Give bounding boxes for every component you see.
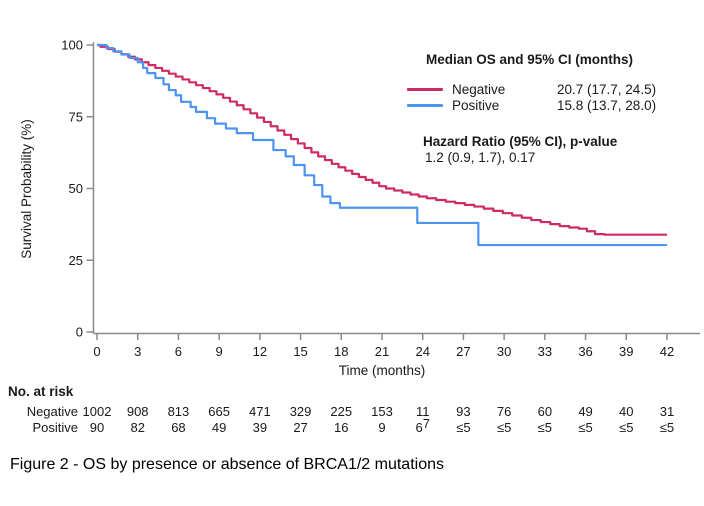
y-tick-label: 0 [76,325,83,340]
risk-table-title: No. at risk [8,384,74,399]
risk-cell: 16 [334,420,349,435]
legend-entry-label: Positive [452,97,500,113]
legend-title: Median OS and 95% CI (months) [426,52,634,67]
legend-entry-positive: Positive 15.8 (13.7, 28.0) [404,98,696,114]
x-tick-label: 6 [175,344,182,359]
x-tick-label: 39 [619,344,633,359]
risk-cell: 82 [130,420,145,435]
risk-cell: ≤5 [619,420,634,435]
risk-cell: 49 [211,420,227,435]
risk-cell: 93 [456,404,471,419]
risk-cell: 60 [537,404,553,419]
risk-cell: 68 [171,420,186,435]
risk-cell: 49 [578,404,593,419]
risk-cell: 471 [248,404,271,419]
risk-cell: 67 [415,416,430,435]
risk-cell: 31 [659,404,675,419]
x-tick-label: 3 [134,344,141,359]
risk-cell: ≤5 [456,420,471,435]
risk-row-label-positive: Positive [32,420,78,435]
legend-entry-negative: Negative 20.7 (17.7, 24.5) [404,82,696,98]
hazard-ratio-title: Hazard Ratio (95% CI), p-value [423,134,618,149]
risk-cell: ≤5 [496,420,512,435]
x-tick-label: 18 [334,344,348,359]
risk-cell: 225 [330,404,353,419]
legend-line-swatch [407,103,443,107]
figure-caption: Figure 2 - OS by presence or absence of … [10,456,444,473]
x-tick-label: 15 [293,344,307,359]
risk-cell: ≤5 [659,420,675,435]
risk-cell: ≤5 [578,420,593,435]
y-tick-label: 25 [69,253,83,268]
x-axis-title: Time (months) [339,363,426,378]
risk-cell: 76 [496,404,512,419]
risk-cell: 40 [619,404,634,419]
y-tick-label: 50 [69,181,83,196]
x-tick-label: 33 [538,344,552,359]
legend: Median OS and 95% CI (months) Negative 20… [404,52,696,165]
risk-cell: 153 [371,404,393,419]
x-tick-label: 12 [253,344,267,359]
legend-entry-label: Negative [452,82,506,97]
km-plot: 0 3 6 9 12 15 18 21 24 27 30 33 36 39 420255075100Time… [19,38,700,378]
risk-cell: 90 [89,420,105,435]
risk-cell: 908 [126,404,149,419]
risk-cell: 813 [167,404,190,419]
legend-entry-value: 15.8 (13.7, 28.0) [557,97,657,113]
risk-cell-raised-digit: 7 [422,416,430,431]
x-tick-label: 42 [660,344,674,359]
risk-cell: 11 [415,404,430,419]
risk-cell: ≤5 [537,420,553,435]
risk-cell: 39 [252,420,268,435]
y-tick-label: 75 [69,109,83,124]
x-tick-label: 36 [578,344,592,359]
risk-cell: 665 [208,404,230,419]
legend-rows: Negative 20.7 (17.7, 24.5) Positive 15.8 (1… [404,82,696,113]
x-tick-label: 9 [216,344,223,359]
x-tick-label: 30 [497,344,511,359]
risk-cell: 329 [289,404,312,419]
survival-curve-positive [97,43,667,247]
legend-line-swatch [407,88,443,92]
legend-entry-value: 20.7 (17.7, 24.5) [557,82,657,97]
y-tick-label: 100 [61,38,83,53]
risk-cell: 27 [293,420,308,435]
y-axis-title: Survival Probability (%) [19,119,34,259]
x-tick-label: 0 [93,344,100,359]
x-tick-label: 27 [456,344,470,359]
risk-cell: 1002 [82,404,112,419]
x-tick-label: 21 [375,344,389,359]
risk-cell: 9 [378,420,386,435]
survival-curve-negative [97,43,667,236]
risk-row-label-negative: Negative [26,404,78,419]
x-tick-label: 24 [415,344,429,359]
hazard-ratio-value: 1.2 (0.9, 1.7), 0.17 [425,149,536,165]
